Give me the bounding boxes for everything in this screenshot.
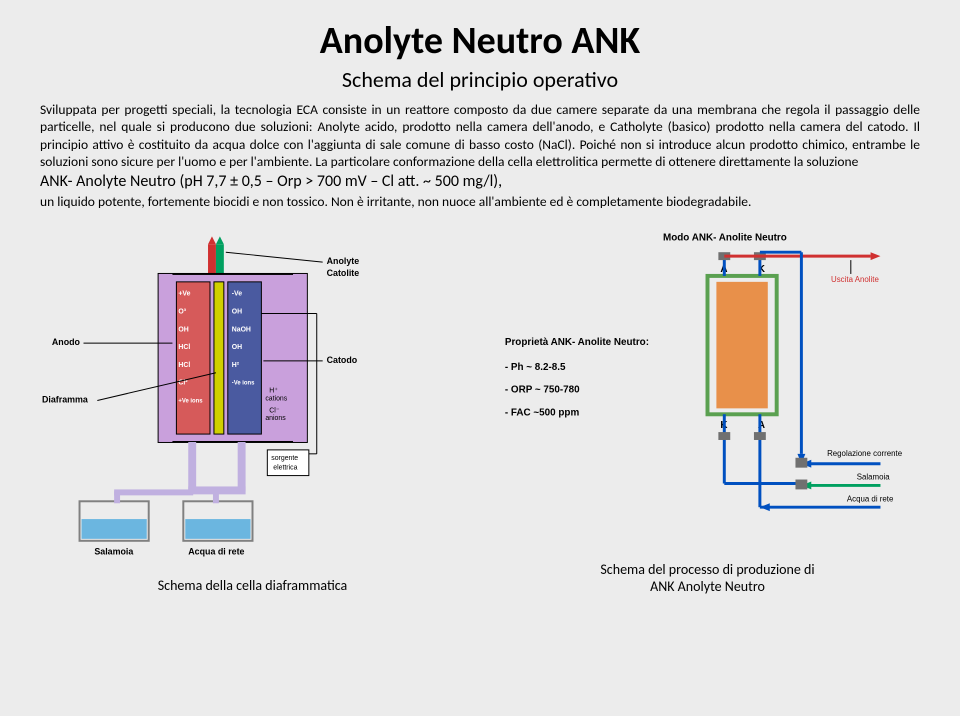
paragraph-1: Sviluppata per progetti speciali, la tec… bbox=[40, 101, 920, 170]
svg-text:-Ve: -Ve bbox=[232, 291, 243, 298]
svg-text:-Ve ions: -Ve ions bbox=[232, 381, 255, 387]
catolite-label: Catolite bbox=[327, 268, 360, 278]
cell-diagram: +Ve O³ OH HCl HCl Cl² +Ve ions -Ve OH Na… bbox=[40, 224, 465, 571]
svg-text:anions: anions bbox=[265, 416, 286, 423]
svg-text:+Ve ions: +Ve ions bbox=[178, 399, 203, 405]
right-diagram-column: Modo ANK- Anolite Neutro A K K A bbox=[495, 224, 920, 594]
svg-text:cations: cations bbox=[265, 396, 287, 403]
left-caption: Schema della cella diaframmatica bbox=[158, 577, 348, 594]
svg-text:NaOH: NaOH bbox=[232, 327, 251, 334]
uscita-label: Uscita Anolite bbox=[831, 275, 879, 284]
svg-text:OH: OH bbox=[232, 344, 242, 351]
diaframma-label: Diaframma bbox=[42, 395, 88, 405]
paragraph-2: un liquido potente, fortemente biocidi e… bbox=[40, 193, 920, 210]
prop-2: - FAC ~500 ppm bbox=[505, 408, 580, 419]
svg-text:elettrica: elettrica bbox=[273, 465, 297, 472]
svg-text:Cl⁻: Cl⁻ bbox=[269, 408, 280, 415]
right-caption: Schema del processo di produzione di ANK… bbox=[600, 561, 814, 595]
right-title: Modo ANK- Anolite Neutro bbox=[663, 233, 787, 244]
salamoia-r-label: Salamoia bbox=[857, 473, 891, 482]
props-title: Proprietà ANK- Anolite Neutro: bbox=[505, 337, 649, 348]
diagrams-row: +Ve O³ OH HCl HCl Cl² +Ve ions -Ve OH Na… bbox=[40, 224, 920, 594]
svg-text:OH: OH bbox=[232, 309, 242, 316]
left-diagram-column: +Ve O³ OH HCl HCl Cl² +Ve ions -Ve OH Na… bbox=[40, 224, 465, 594]
acqua-label: Acqua di rete bbox=[188, 547, 244, 557]
process-diagram: Modo ANK- Anolite Neutro A K K A bbox=[495, 224, 920, 555]
prop-1: - ORP ~ 750-780 bbox=[505, 385, 580, 396]
salamoia-label: Salamoia bbox=[94, 547, 133, 557]
regolazione-label: Regolazione corrente bbox=[827, 449, 903, 458]
svg-text:OH: OH bbox=[178, 327, 188, 334]
ank-spec-line: ANK- Anolyte Neutro (pH 7,7 ± 0,5 – Orp … bbox=[40, 172, 920, 191]
process-diagram-svg: Modo ANK- Anolite Neutro A K K A bbox=[495, 224, 920, 555]
anolyte-label: Anolyte bbox=[327, 256, 360, 266]
svg-text:H⁺: H⁺ bbox=[269, 388, 278, 395]
cell-diagram-svg: +Ve O³ OH HCl HCl Cl² +Ve ions -Ve OH Na… bbox=[40, 224, 465, 571]
svg-text:+Ve: +Ve bbox=[178, 291, 190, 298]
prop-0: - Ph ~ 8.2-8.5 bbox=[505, 362, 566, 373]
svg-text:HCl: HCl bbox=[178, 344, 190, 351]
acqua-r-label: Acqua di rete bbox=[847, 495, 894, 504]
sorgente-label: sorgente bbox=[271, 455, 298, 462]
page-title: Anolyte Neutro ANK bbox=[40, 18, 920, 64]
page-subtitle: Schema del principio operativo bbox=[40, 66, 920, 93]
anodo-label: Anodo bbox=[52, 337, 81, 347]
catodo-label: Catodo bbox=[327, 355, 358, 365]
svg-text:O³: O³ bbox=[178, 309, 186, 316]
svg-text:H²: H² bbox=[232, 362, 240, 369]
svg-text:HCl: HCl bbox=[178, 362, 190, 369]
